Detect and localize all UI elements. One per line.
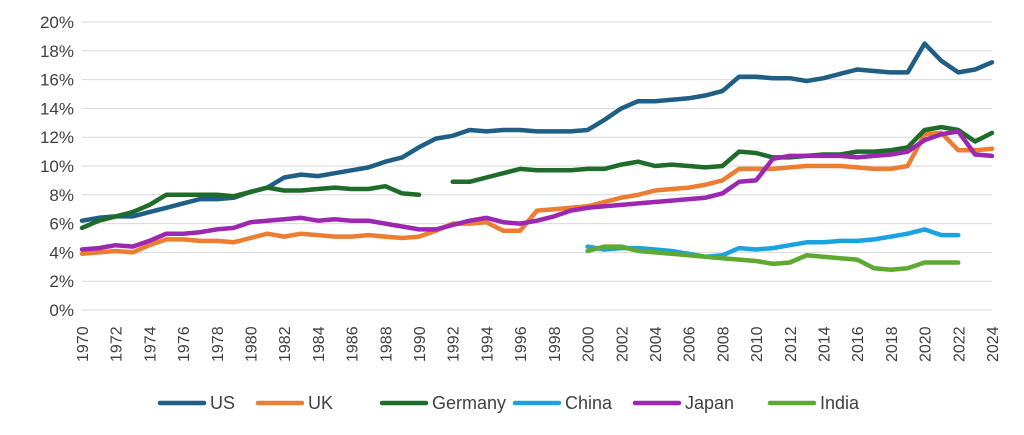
x-tick-label: 2014	[816, 326, 833, 362]
x-tick-label: 1974	[142, 326, 159, 362]
gridlines	[82, 21, 992, 311]
series-line-japan	[79, 129, 995, 252]
y-tick-label: 10%	[40, 157, 74, 176]
x-tick-label: 2012	[783, 326, 800, 362]
x-tick-label: 2008	[715, 326, 732, 362]
legend-label-japan: Japan	[685, 393, 734, 413]
x-tick-label: 2020	[918, 326, 935, 362]
y-tick-label: 12%	[40, 128, 74, 147]
y-tick-label: 14%	[40, 99, 74, 118]
legend-label-us: US	[210, 393, 235, 413]
x-tick-label: 2024	[985, 326, 1002, 362]
y-tick-label: 8%	[49, 186, 74, 205]
series-line-uk	[79, 130, 995, 257]
y-tick-label: 20%	[40, 13, 74, 32]
x-tick-label: 1982	[277, 326, 294, 362]
legend-label-india: India	[820, 393, 860, 413]
x-tick-label: 1978	[210, 326, 227, 362]
x-tick-label: 2018	[884, 326, 901, 362]
legend-label-germany: Germany	[432, 393, 506, 413]
y-tick-label: 6%	[49, 215, 74, 234]
x-tick-label: 1986	[345, 326, 362, 362]
x-tick-label: 1972	[109, 326, 126, 362]
x-tick-label: 1984	[311, 326, 328, 362]
x-tick-label: 1990	[412, 326, 429, 362]
x-axis-ticks: 1970 1972 1974 1976 1978 1980 1982 1984 1986 1988…	[75, 326, 1002, 362]
legend-label-china: China	[565, 393, 613, 413]
x-tick-label: 2006	[682, 326, 699, 362]
x-tick-label: 2022	[951, 326, 968, 362]
x-tick-label: 2000	[581, 326, 598, 362]
x-tick-label: 1994	[479, 326, 496, 362]
series-line-germany	[79, 124, 995, 231]
legend-label-uk: UK	[308, 393, 333, 413]
series-line-china	[585, 227, 961, 259]
x-tick-label: 1992	[446, 326, 463, 362]
x-tick-label: 2002	[614, 326, 631, 362]
x-tick-label: 1980	[244, 326, 261, 362]
legend: US UK Germany China Japan India	[157, 393, 860, 413]
x-tick-label: 2004	[648, 326, 665, 362]
x-tick-label: 1976	[176, 326, 193, 362]
x-tick-label: 2016	[850, 326, 867, 362]
x-tick-label: 1988	[378, 326, 395, 362]
y-tick-label: 0%	[49, 301, 74, 320]
series-line-india	[585, 244, 961, 272]
y-tick-label: 18%	[40, 42, 74, 61]
x-tick-label: 1996	[513, 326, 530, 362]
x-tick-label: 2010	[749, 326, 766, 362]
x-tick-label: 1970	[75, 326, 92, 362]
series-lines	[79, 41, 995, 272]
x-tick-label: 1998	[547, 326, 564, 362]
y-axis-ticks: 0% 2% 4% 6% 8% 10% 12% 14% 16% 18% 20%	[40, 13, 74, 320]
y-tick-label: 16%	[40, 71, 74, 90]
y-tick-label: 2%	[49, 272, 74, 291]
y-tick-label: 4%	[49, 243, 74, 262]
